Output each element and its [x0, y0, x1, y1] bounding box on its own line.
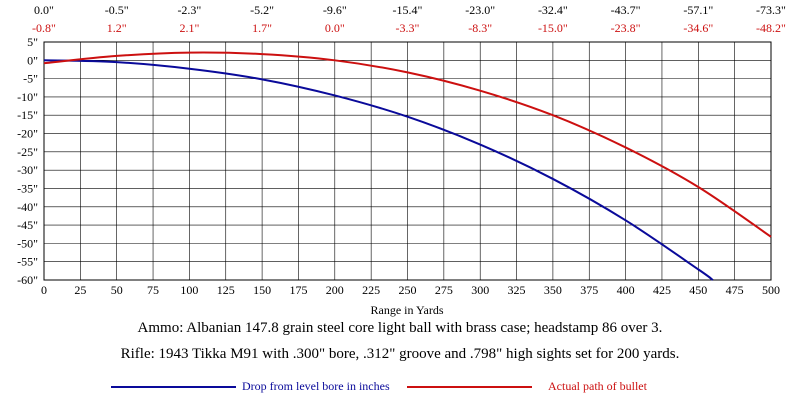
y-tick-label: -55": [17, 255, 38, 269]
x-tick-label: 375: [580, 283, 598, 297]
legend-label-drop: Drop from level bore in inches: [242, 379, 390, 393]
y-tick-label: 0": [27, 53, 38, 67]
y-tick-label: -35": [17, 181, 38, 195]
path-value-label: -3.3": [396, 21, 420, 35]
x-tick-label: 350: [544, 283, 562, 297]
legend-line-drop: [111, 386, 236, 388]
x-tick-label: 500: [762, 283, 780, 297]
series-line-drop: [43, 59, 714, 281]
y-tick-label: -50": [17, 236, 38, 250]
drop-value-label: -73.3": [756, 3, 786, 17]
path-value-label: -0.8": [32, 21, 56, 35]
y-tick-label: -20": [17, 127, 38, 141]
path-value-label: 0.0": [325, 21, 345, 35]
axes: [43, 41, 772, 281]
top-value-labels: 0.0" -0.8" -0.5" 1.2" -2.3" 2.1" -5.2" 1.7" -9.6…: [32, 3, 786, 35]
x-tick-label: 400: [617, 283, 635, 297]
y-tick-label: -25": [17, 145, 38, 159]
x-tick-label: 275: [435, 283, 453, 297]
legend-label-path: Actual path of bullet: [548, 379, 647, 393]
series-line-path: [43, 51, 772, 238]
rifle-caption: Rifle: 1943 Tikka M91 with .300" bore, .…: [120, 346, 680, 362]
x-tick-label: 225: [362, 283, 380, 297]
x-tick-label: 175: [289, 283, 307, 297]
x-tick-label: 25: [74, 283, 86, 297]
x-tick-label: 125: [217, 283, 235, 297]
drop-value-label: -57.1": [683, 3, 713, 17]
x-tick-label: 100: [180, 283, 198, 297]
x-tick-label: 325: [508, 283, 526, 297]
path-value-label: 1.7": [252, 21, 272, 35]
drop-value-label: 0.0": [34, 3, 54, 17]
x-tick-label: 75: [147, 283, 159, 297]
x-tick-label: 300: [471, 283, 489, 297]
drop-value-label: -9.6": [323, 3, 347, 17]
drop-value-label: -0.5": [105, 3, 129, 17]
path-value-label: 2.1": [179, 21, 199, 35]
drop-value-label: -23.0": [465, 3, 495, 17]
y-tick-label: -40": [17, 200, 38, 214]
ammo-caption: Ammo: Albanian 147.8 grain steel core li…: [137, 320, 663, 336]
path-value-label: -48.2": [756, 21, 786, 35]
x-tick-label: 425: [653, 283, 671, 297]
series-lines: [43, 51, 772, 281]
x-tick-label: 50: [111, 283, 123, 297]
path-value-label: -34.6": [683, 21, 713, 35]
x-tick-label: 0: [41, 283, 47, 297]
x-tick-label: 200: [326, 283, 344, 297]
y-tick-label: -30": [17, 163, 38, 177]
drop-value-label: -15.4": [393, 3, 423, 17]
y-tick-label: -5": [23, 72, 38, 86]
drop-value-label: -2.3": [177, 3, 201, 17]
drop-value-label: -43.7": [611, 3, 641, 17]
path-value-label: -23.8": [611, 21, 641, 35]
path-value-label: 1.2": [107, 21, 127, 35]
legend-line-path: [407, 386, 532, 388]
x-tick-label: 250: [399, 283, 417, 297]
y-tick-label: -60": [17, 273, 38, 287]
drop-value-label: -32.4": [538, 3, 568, 17]
x-tick-label: 450: [689, 283, 707, 297]
tick-labels: 0 25 50 75 100 125 150 175 200 225 250 275 300 325 350…: [17, 35, 780, 297]
y-tick-label: -15": [17, 108, 38, 122]
x-tick-label: 150: [253, 283, 271, 297]
x-axis-title: Range in Yards: [370, 303, 443, 317]
x-tick-label: 475: [726, 283, 744, 297]
y-tick-label: -45": [17, 218, 38, 232]
drop-value-label: -5.2": [250, 3, 274, 17]
plot-frame: [43, 41, 772, 281]
y-tick-label: 5": [27, 35, 38, 49]
path-value-label: -8.3": [468, 21, 492, 35]
path-value-label: -15.0": [538, 21, 568, 35]
y-tick-label: -10": [17, 90, 38, 104]
